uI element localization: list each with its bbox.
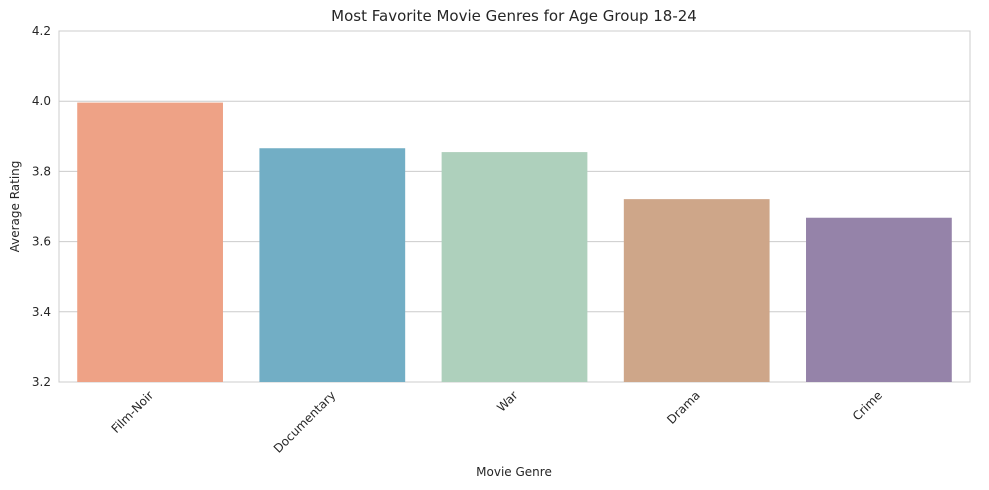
chart-title: Most Favorite Movie Genres for Age Group… <box>331 7 697 25</box>
x-tick-labels: Film-Noir Documentary War Drama Crime <box>109 388 885 456</box>
bar-film-noir <box>77 102 223 382</box>
x-tick-label: Drama <box>664 388 703 427</box>
y-tick-labels: 3.2 3.4 3.6 3.8 4.0 4.2 <box>32 24 51 389</box>
x-axis-label: Movie Genre <box>476 465 552 479</box>
y-tick-label: 3.6 <box>32 235 51 249</box>
bar-war <box>441 152 588 382</box>
y-tick-label: 4.2 <box>32 24 51 38</box>
y-tick-label: 3.2 <box>32 375 51 389</box>
y-tick-label: 3.8 <box>32 164 51 178</box>
x-tick-label: Film-Noir <box>109 388 157 436</box>
y-tick-label: 4.0 <box>32 94 51 108</box>
bars <box>77 102 952 382</box>
bar-documentary <box>259 148 406 382</box>
x-tick-label: Crime <box>850 388 885 423</box>
x-tick-label: War <box>494 388 520 414</box>
bar-drama <box>623 199 770 382</box>
x-tick-label: Documentary <box>271 388 339 456</box>
bar-crime <box>806 217 952 382</box>
y-axis-label: Average Rating <box>8 161 22 253</box>
y-tick-label: 3.4 <box>32 305 51 319</box>
